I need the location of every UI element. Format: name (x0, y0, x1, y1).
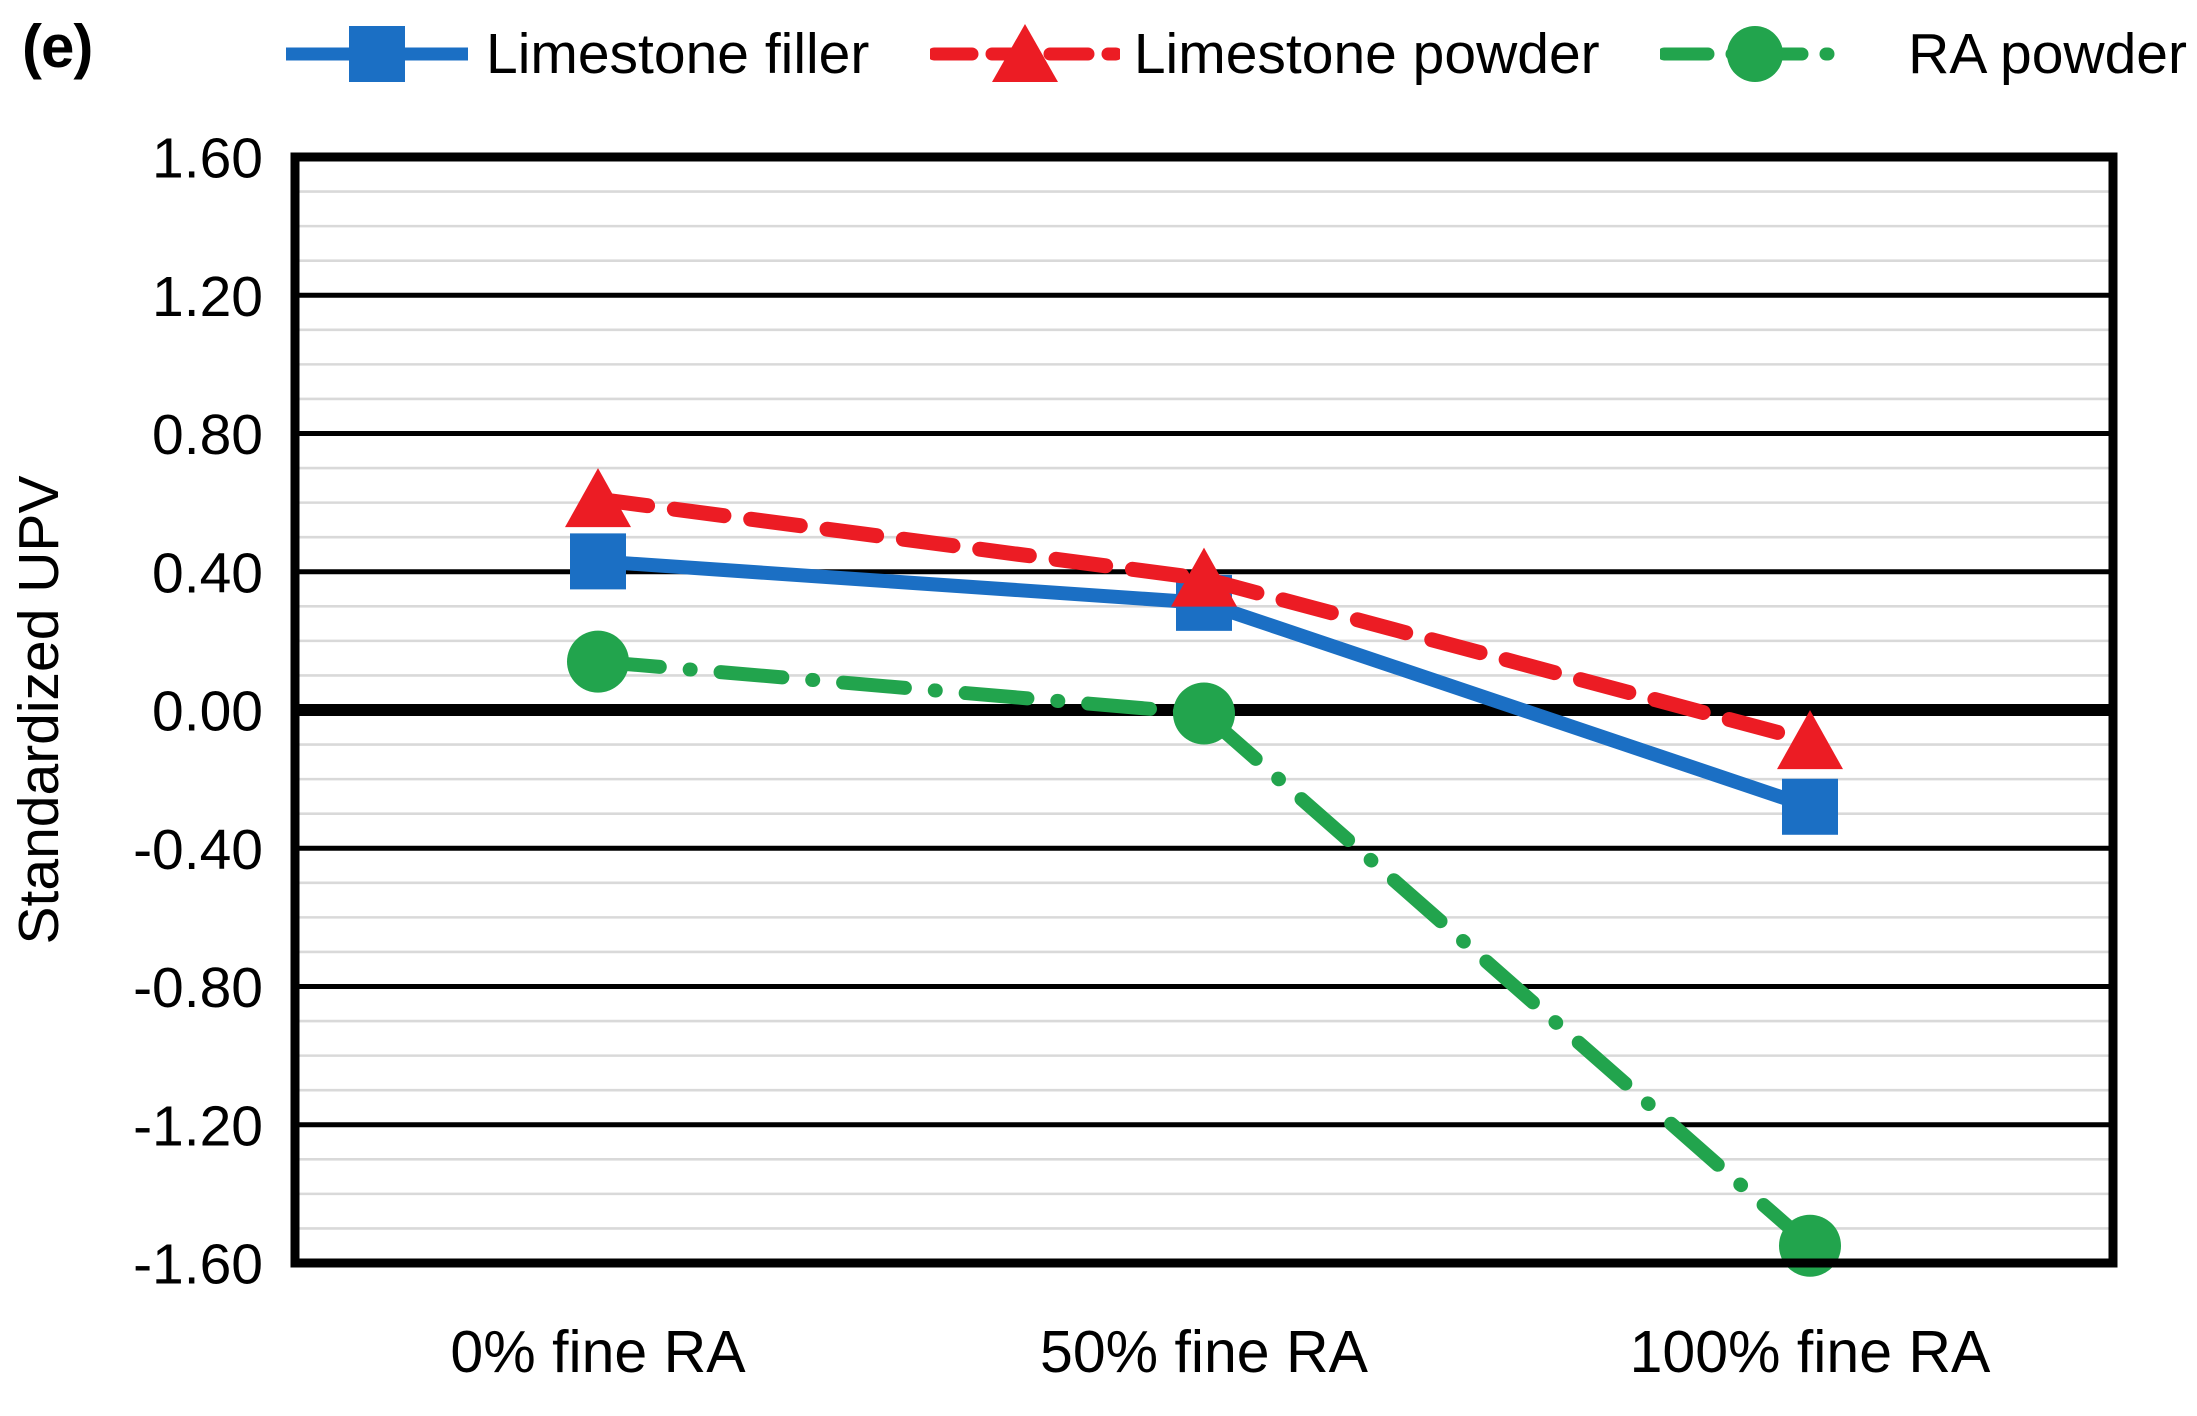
data-point-marker-triangle (565, 468, 631, 528)
legend-label: RA powder (1908, 21, 2187, 86)
series-layer (565, 468, 1843, 1277)
legend-label: Limestone filler (486, 21, 870, 86)
y-tick-label: 1.20 (152, 265, 263, 329)
y-tick-label: -1.20 (133, 1094, 263, 1158)
legend: Limestone filler Limestone powder RA pow… (282, 16, 2187, 92)
axis-layer: 1.60 1.20 0.80 0.40 0.00 -0.40 -0.80 -1.20 -1.60… (133, 127, 2118, 1385)
ra-powder-swatch-icon (1660, 26, 1851, 82)
y-tick-label: 0.00 (152, 680, 263, 744)
y-tick-label: 0.40 (152, 541, 263, 605)
legend-marker-triangle (991, 24, 1058, 82)
x-category-label: 50% fine RA (1040, 1319, 1369, 1385)
legend-marker-circle (1727, 26, 1784, 82)
plot-border (290, 152, 2118, 1268)
y-axis-title: Standardized UPV (7, 476, 71, 945)
y-tick-label: 0.80 (152, 403, 263, 467)
legend-item-ra-powder: RA powder (1660, 22, 2187, 86)
legend-item-limestone-filler: Limestone filler (282, 22, 869, 86)
y-tick-label: -1.60 (133, 1233, 263, 1297)
data-point-marker-triangle (1171, 547, 1237, 607)
limestone-filler-swatch-icon (286, 26, 468, 82)
data-point-marker-circle (567, 630, 629, 693)
legend-label: Limestone powder (1133, 21, 1600, 86)
data-point-marker-circle (1173, 682, 1235, 745)
y-tick-label: -0.80 (133, 956, 263, 1020)
x-category-label: 0% fine RA (450, 1319, 746, 1385)
data-point-marker-square (1782, 778, 1838, 835)
legend-item-limestone-powder: Limestone powder (929, 21, 1600, 86)
legend-marker-square (349, 26, 405, 82)
series-ra-powder (567, 630, 1841, 1277)
data-point-marker-triangle (1777, 710, 1843, 770)
y-tick-label: -0.40 (133, 818, 263, 882)
series-limestone-powder (565, 468, 1843, 770)
y-tick-label: 1.60 (152, 127, 263, 191)
limestone-powder-swatch-icon (929, 24, 1120, 82)
x-category-label: 100% fine RA (1630, 1319, 1991, 1385)
data-point-marker-square (570, 533, 626, 590)
panel-label: (e) (22, 13, 93, 80)
